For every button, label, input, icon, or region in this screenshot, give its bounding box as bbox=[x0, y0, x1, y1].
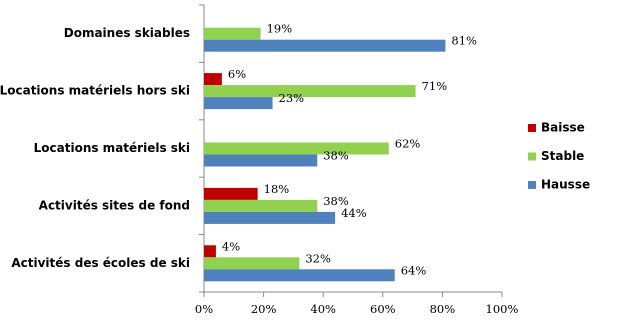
bar bbox=[204, 142, 389, 155]
value-label: 71% bbox=[422, 79, 448, 93]
bar bbox=[204, 187, 258, 200]
bar bbox=[204, 97, 273, 110]
value-label: 38% bbox=[323, 149, 349, 163]
legend-swatch bbox=[528, 124, 536, 132]
bar bbox=[204, 211, 336, 224]
bar bbox=[204, 39, 446, 52]
bar bbox=[204, 245, 216, 258]
x-tick-label: 80% bbox=[430, 302, 456, 316]
legend-label: Baisse bbox=[541, 121, 585, 135]
x-tick-label: 0% bbox=[195, 302, 213, 316]
value-label: 23% bbox=[279, 91, 305, 105]
category-label: Locations matériels ski bbox=[34, 141, 190, 155]
legend-label: Hausse bbox=[541, 178, 590, 192]
bar bbox=[204, 27, 261, 40]
category-label: Locations matériels hors ski bbox=[0, 84, 190, 98]
legend-swatch bbox=[528, 152, 536, 161]
category-label: Domaines skiables bbox=[64, 26, 190, 40]
bar bbox=[204, 199, 318, 212]
value-label: 81% bbox=[451, 34, 477, 48]
value-label: 4% bbox=[222, 239, 240, 253]
value-label: 62% bbox=[395, 137, 421, 151]
category-label: Activités sites de fond bbox=[39, 198, 190, 212]
bar bbox=[204, 257, 300, 270]
value-label: 64% bbox=[401, 263, 427, 277]
value-label: 32% bbox=[305, 251, 331, 265]
legend-label: Stable bbox=[541, 149, 584, 163]
category-label: Activités des écoles de ski bbox=[11, 256, 190, 270]
bar bbox=[204, 73, 222, 86]
value-label: 6% bbox=[228, 67, 246, 81]
x-tick-label: 100% bbox=[486, 302, 519, 316]
legend-swatch bbox=[528, 181, 536, 189]
value-label: 18% bbox=[264, 182, 290, 196]
value-label: 38% bbox=[323, 194, 349, 208]
value-label: 44% bbox=[341, 206, 367, 220]
x-tick-label: 20% bbox=[251, 302, 277, 316]
bar bbox=[204, 269, 395, 282]
x-tick-label: 40% bbox=[310, 302, 336, 316]
value-label: 19% bbox=[267, 22, 293, 36]
bar bbox=[204, 85, 416, 98]
x-tick-label: 60% bbox=[370, 302, 396, 316]
bar bbox=[204, 154, 318, 167]
